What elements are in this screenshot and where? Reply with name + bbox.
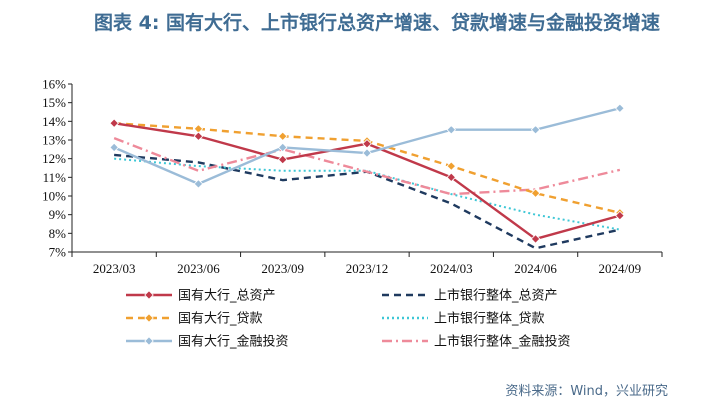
series-lines xyxy=(113,107,621,250)
y-tick-label: 15% xyxy=(42,95,66,110)
y-tick-label: 14% xyxy=(42,114,66,129)
y-tick-label: 8% xyxy=(49,226,67,241)
data-point xyxy=(530,124,541,135)
y-tick-label: 13% xyxy=(42,133,66,148)
legend-label: 上市银行整体_总资产 xyxy=(434,288,558,304)
data-point xyxy=(277,142,288,153)
legend-marker xyxy=(144,290,154,300)
x-tick-label: 2023/09 xyxy=(261,261,304,276)
data-point xyxy=(109,142,119,153)
data-point xyxy=(362,148,372,158)
data-point xyxy=(193,179,204,189)
y-tick-label: 12% xyxy=(42,151,66,166)
axes xyxy=(68,83,663,257)
x-tick-label: 2023/12 xyxy=(346,261,389,276)
x-tick-label: 2024/06 xyxy=(514,261,557,276)
data-point xyxy=(446,124,457,135)
y-tick-label: 16% xyxy=(42,77,66,92)
y-tick-label: 9% xyxy=(49,207,67,222)
y-tick-label: 10% xyxy=(42,189,66,204)
legend-label: 国有大行_总资产 xyxy=(178,289,276,304)
data-point xyxy=(277,154,288,165)
source-note: 资料来源：Wind，兴业研究 xyxy=(505,384,668,399)
y-tick-label: 7% xyxy=(49,245,67,260)
data-point xyxy=(109,118,119,128)
x-tick-label: 2024/09 xyxy=(599,261,642,276)
legend-label: 国有大行_贷款 xyxy=(178,312,263,327)
series-markers xyxy=(109,103,625,244)
data-point xyxy=(446,161,457,171)
legend-marker xyxy=(144,313,154,323)
data-point xyxy=(193,131,204,142)
legend-label: 国有大行_金融投资 xyxy=(178,334,289,350)
legend-marker xyxy=(144,336,154,346)
data-point xyxy=(446,172,457,183)
x-tick-label: 2023/03 xyxy=(93,261,136,276)
legend-label: 上市银行整体_金融投资 xyxy=(434,334,571,350)
data-point xyxy=(362,138,372,149)
tick-labels: 7% 8% 9% 10% 11% 12% 13% 14% 15% 16% 2023/03 2023/0… xyxy=(42,77,641,277)
data-point xyxy=(277,131,288,142)
series-line xyxy=(113,137,621,196)
chart-title: 图表 4: 国有大行、上市银行总资产增速、贷款增速与金融投资增速 xyxy=(94,12,661,34)
y-tick-label: 11% xyxy=(43,170,67,185)
data-point xyxy=(615,210,625,221)
x-tick-label: 2024/03 xyxy=(430,261,473,276)
legend-label: 上市银行整体_贷款 xyxy=(434,311,545,327)
data-point xyxy=(615,103,625,114)
series-line xyxy=(114,153,621,250)
x-tick-label: 2023/06 xyxy=(177,261,220,276)
data-point xyxy=(530,188,541,198)
data-point xyxy=(530,234,541,244)
